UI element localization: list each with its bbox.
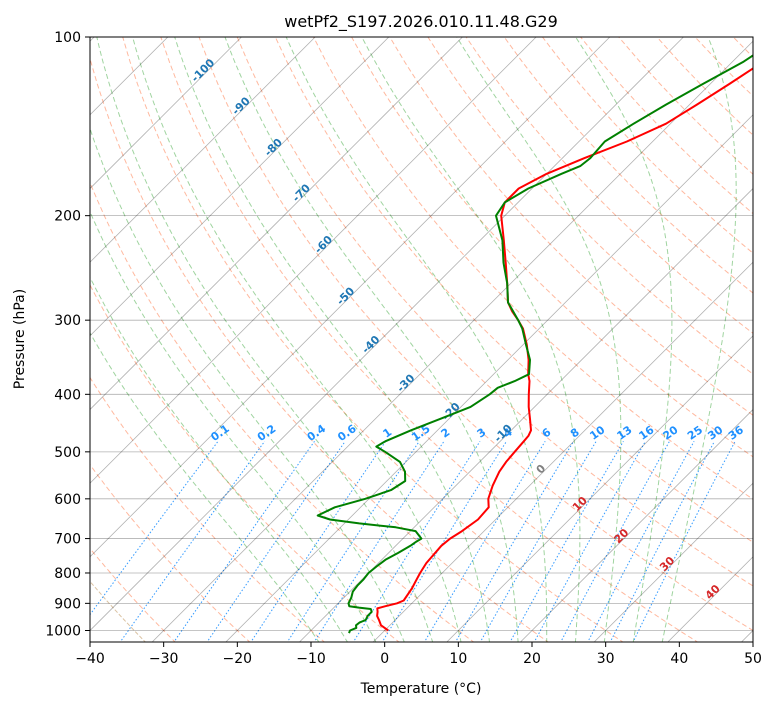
moist-adiabat [90,276,348,642]
x-tick-label: −20 [223,651,253,667]
isotherm-line [298,187,753,642]
grid [90,37,753,642]
dry-adiabat [160,37,699,642]
y-tick-label: 100 [54,30,81,46]
moist-adiabat [96,37,434,642]
dry-adiabat [427,37,753,375]
isotherm-line [90,37,390,337]
x-tick-label: 50 [744,651,762,667]
mixing-ratio-line [560,441,670,642]
dry-adiabat [90,181,475,642]
y-tick-label: 500 [54,445,81,461]
x-tick-label: −10 [296,651,326,667]
y-tick-label: 1000 [45,624,81,640]
moist-adiabat [661,37,737,642]
chart-title: wetPf2_S197.2026.010.11.48.G29 [284,12,558,32]
x-tick-label: 30 [597,651,615,667]
x-axis-label: Temperature (°C) [360,681,482,697]
mixing-ratio-line [250,441,387,642]
dry-adiabat [90,463,251,642]
dry-adiabat [313,37,753,500]
mixing-ratio-line [286,441,420,642]
mixing-ratio-line [173,441,315,642]
temperature-line [376,67,753,632]
x-tick-label: −30 [149,651,179,667]
y-axis-label: Pressure (hPa) [12,289,28,389]
isotherm-line [372,261,753,642]
mixing-ratio-line [632,441,736,642]
moist-adiabat [456,37,622,642]
y-tick-label: 800 [54,566,81,582]
y-tick-label: 200 [54,209,81,225]
isotherm-line [593,482,753,642]
isotherm-line [90,37,463,411]
series [316,54,753,634]
reference-arc [0,37,72,643]
y-tick-label: 600 [54,492,81,508]
isotherm-line [519,408,753,642]
y-tick-label: 700 [54,532,81,548]
plot-area [90,37,753,642]
isotherm-line [90,37,242,190]
moist-adiabat [361,37,581,642]
y-tick-label: 900 [54,596,81,612]
moist-adiabat [224,37,519,642]
moist-adiabat [575,37,673,642]
x-tick-label: −40 [75,651,105,667]
x-tick-label: 40 [670,651,688,667]
mixing-ratio-line [352,441,481,642]
x-tick-label: 10 [449,651,467,667]
isotherm-line [90,37,611,558]
isotherm-line [90,37,684,632]
isotherm-line [225,114,753,642]
dry-adiabat [198,37,753,632]
dewpoint-line [316,54,753,634]
background-lines [0,37,775,643]
x-tick-label: 20 [523,651,541,667]
y-tick-label: 400 [54,387,81,403]
y-tick-label: 300 [54,313,81,329]
dry-adiabat [771,37,775,643]
dry-adiabat [236,37,753,587]
dry-adiabat [90,56,550,642]
reference-arc [90,580,147,642]
mixing-ratio-line [609,441,715,642]
mixing-ratio-line [206,441,346,642]
mixing-ratio-line [381,441,507,642]
moist-adiabat [90,331,320,642]
dry-adiabat [503,37,753,294]
plot-frame [89,36,754,643]
mixing-ratio-line [423,441,546,642]
axis-ticks: −40 −30 −20 −10 0 10 20 30 40 50 100 200 300 400 500 60… [45,30,762,667]
dry-adiabat [389,37,753,416]
dry-adiabat [122,37,624,642]
mixing-ratio-line [90,441,219,616]
isotherm-line [90,37,316,263]
moist-adiabat [132,37,462,642]
mixing-ratio-line [479,441,597,642]
dry-adiabat [90,376,326,642]
mixing-ratio-line [587,441,695,642]
isotherm-line [151,40,753,642]
isotherm-line [446,335,753,642]
mixing-ratio-line [454,441,575,642]
moist-adiabat [285,37,548,642]
moist-adiabat [174,37,491,642]
isotherm-line [90,37,537,484]
mixing-ratio-line [313,441,445,642]
moist-adiabat [90,210,377,642]
x-tick-label: 0 [380,651,389,667]
dry-adiabat [90,547,176,642]
